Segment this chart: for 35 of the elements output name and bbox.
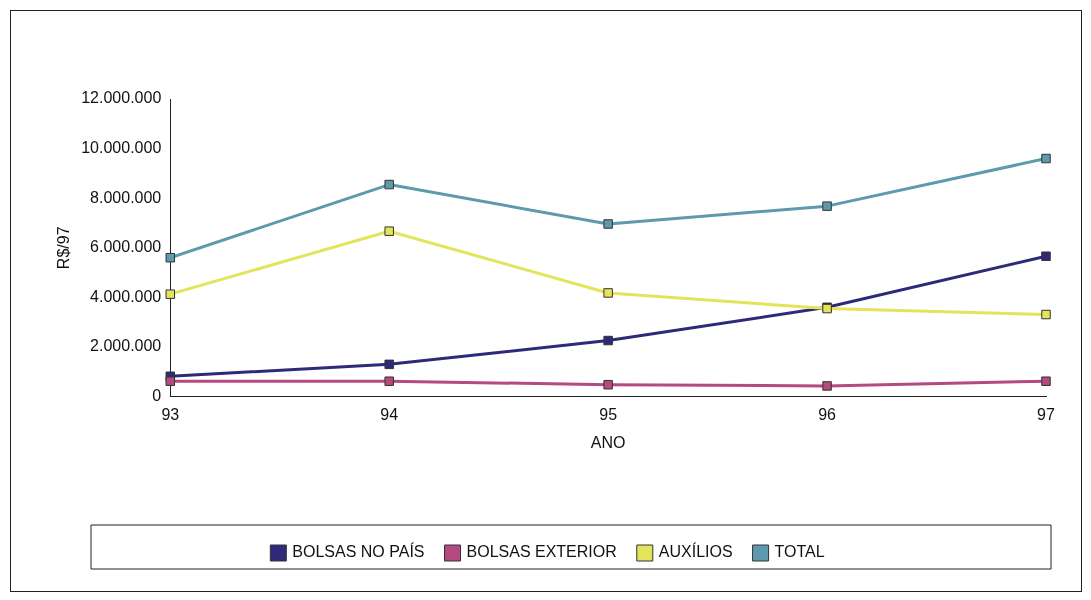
y-tick-label: 12.000.000	[81, 89, 162, 107]
point	[384, 179, 394, 190]
point	[822, 201, 832, 211]
x-tick-label: 97	[1037, 405, 1055, 423]
y-tick-label: 2.000.000	[90, 337, 162, 355]
point	[165, 289, 176, 299]
point	[1041, 376, 1051, 386]
point	[1041, 309, 1051, 320]
point	[822, 381, 832, 391]
x-axis-title: ANO	[590, 433, 626, 451]
x-tick-label: 93	[161, 405, 180, 423]
y-tick-label: 10.000.000	[81, 139, 162, 157]
point	[603, 379, 613, 390]
legend-label: BOLSAS NO PAÍS	[292, 542, 425, 561]
point	[384, 359, 394, 370]
point	[384, 226, 394, 236]
point	[1041, 251, 1051, 261]
point	[165, 252, 176, 263]
point	[384, 376, 394, 386]
y-tick-label: 8.000.000	[90, 188, 162, 206]
legend-label: TOTAL	[774, 543, 825, 561]
point	[603, 288, 613, 298]
x-tick-label: 94	[380, 405, 399, 423]
point	[165, 376, 176, 386]
legend-label: BOLSAS EXTERIOR	[466, 543, 617, 561]
x-tick-label: 96	[818, 405, 837, 423]
y-tick-label: 0	[152, 387, 162, 405]
point	[1041, 153, 1051, 164]
x-tick-label: 95	[599, 405, 618, 423]
point	[603, 219, 613, 229]
y-tick-label: 4.000.000	[90, 287, 162, 305]
y-axis-title: R$/97	[55, 226, 73, 270]
y-tick-label: 6.000.000	[90, 238, 162, 256]
legend-label: AUXÍLIOS	[658, 542, 733, 561]
point	[603, 335, 613, 346]
